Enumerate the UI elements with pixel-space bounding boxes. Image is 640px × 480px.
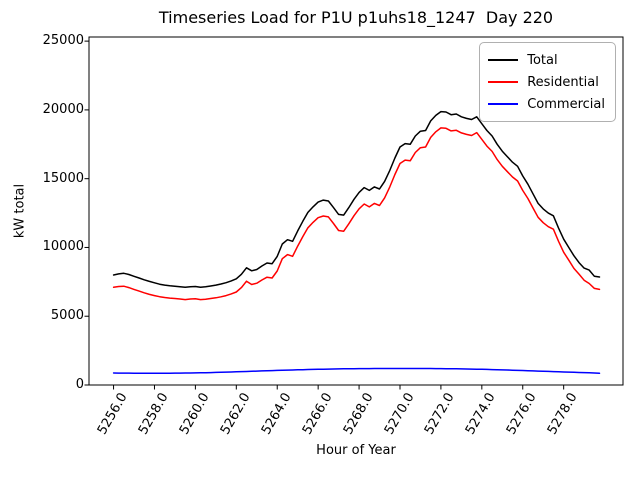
series-line-residential — [112, 127, 601, 301]
y-axis-label: kW total — [12, 183, 28, 239]
legend-line-icon — [488, 59, 519, 61]
y-tick-label: 0 — [75, 377, 84, 392]
axes-frame — [88, 36, 624, 386]
legend: Total Residential Commercial — [479, 42, 616, 122]
legend-line-icon — [488, 81, 519, 83]
series-line-total — [112, 110, 601, 289]
y-tick-label: 10000 — [42, 239, 84, 255]
legend-label: Residential — [527, 74, 599, 90]
series-line-commercial — [112, 367, 601, 375]
legend-label: Total — [527, 52, 558, 68]
legend-line-icon — [488, 103, 519, 105]
x-axis-label: Hour of Year — [316, 443, 396, 458]
chart-title: Timeseries Load for P1U p1uhs18_1247 Day… — [158, 8, 554, 27]
legend-item-total: Total — [488, 49, 605, 71]
y-tick-label: 15000 — [42, 170, 84, 186]
y-tick-label: 20000 — [42, 101, 84, 117]
legend-item-residential: Residential — [488, 71, 605, 93]
y-tick-label: 25000 — [42, 33, 84, 49]
y-tick-label: 5000 — [50, 308, 84, 324]
legend-label: Commercial — [527, 96, 605, 112]
legend-item-commercial: Commercial — [488, 93, 605, 115]
